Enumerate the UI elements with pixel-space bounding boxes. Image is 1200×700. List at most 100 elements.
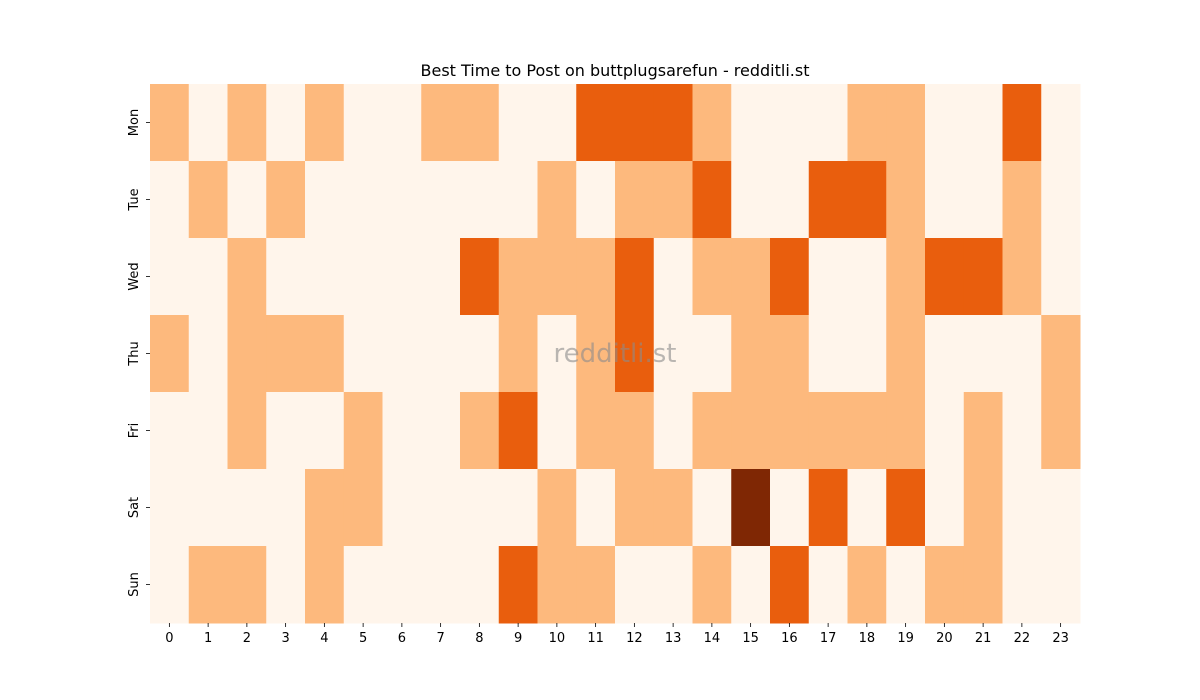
heatmap-cell <box>886 546 926 624</box>
heatmap-cell <box>653 546 693 624</box>
heatmap-cell <box>305 392 345 470</box>
heatmap-cell <box>770 315 810 393</box>
heatmap-cell <box>188 84 228 162</box>
heatmap-cell <box>925 315 965 393</box>
heatmap-cell <box>808 238 848 316</box>
x-tick-label: 6 <box>398 631 406 646</box>
heatmap-cell <box>421 84 461 162</box>
heatmap-cell <box>886 469 926 547</box>
heatmap-cell <box>498 315 538 393</box>
heatmap-cell <box>615 161 655 239</box>
heatmap-cell <box>615 84 655 162</box>
x-tick-label: 1 <box>204 631 212 646</box>
heatmap-cell <box>808 315 848 393</box>
heatmap-cell <box>925 469 965 547</box>
heatmap-cell <box>692 161 732 239</box>
heatmap-cell <box>188 238 228 316</box>
heatmap-cell <box>576 84 616 162</box>
heatmap-cell <box>847 392 887 470</box>
heatmap-cell <box>925 392 965 470</box>
heatmap-cell <box>1002 315 1042 393</box>
heatmap-cell <box>498 392 538 470</box>
heatmap-cell <box>305 84 345 162</box>
heatmap-cell <box>498 469 538 547</box>
heatmap-cell <box>460 315 500 393</box>
x-tick-label: 7 <box>436 631 444 646</box>
heatmap-cell <box>382 84 422 162</box>
heatmap-cell <box>343 546 383 624</box>
y-tick-label: Mon <box>127 109 142 136</box>
chart-title: Best Time to Post on buttplugsarefun - r… <box>421 61 810 80</box>
heatmap-cell <box>343 238 383 316</box>
heatmap-cell <box>343 315 383 393</box>
heatmap-cell <box>847 238 887 316</box>
heatmap-cell <box>808 84 848 162</box>
heatmap-cell <box>382 392 422 470</box>
heatmap-cell <box>1041 546 1081 624</box>
x-tick-label: 17 <box>820 631 837 646</box>
heatmap-cell <box>653 315 693 393</box>
heatmap-cell <box>576 469 616 547</box>
heatmap-cell <box>692 315 732 393</box>
heatmap-cell <box>498 546 538 624</box>
heatmap-cell <box>537 84 577 162</box>
heatmap-cell <box>615 469 655 547</box>
heatmap-cell <box>460 161 500 239</box>
heatmap-cell <box>1041 469 1081 547</box>
heatmap-cell <box>576 238 616 316</box>
heatmap-cell <box>963 469 1003 547</box>
heatmap-cell <box>188 469 228 547</box>
heatmap-cell <box>305 315 345 393</box>
heatmap-cell <box>1041 161 1081 239</box>
heatmap-cell <box>227 84 267 162</box>
heatmap-cell <box>576 161 616 239</box>
heatmap-cell <box>343 469 383 547</box>
watermark-text: redditli.st <box>554 339 677 369</box>
heatmap-cell <box>886 238 926 316</box>
heatmap-cell <box>1002 161 1042 239</box>
x-tick-label: 20 <box>936 631 953 646</box>
heatmap-cell <box>731 546 771 624</box>
heatmap-cell <box>770 469 810 547</box>
x-axis: 0 1 2 3 4 5 6 7 8 9 10 11 12 13 14 15 16 17 18 19 20 21 22 23 <box>165 623 1069 646</box>
heatmap-cell <box>1002 392 1042 470</box>
y-tick-label: Sat <box>127 497 142 518</box>
heatmap-cell <box>847 546 887 624</box>
heatmap-cell <box>498 238 538 316</box>
heatmap-cell <box>963 84 1003 162</box>
x-tick-label: 19 <box>897 631 914 646</box>
heatmap-cells <box>150 84 1081 624</box>
x-tick-label: 4 <box>320 631 328 646</box>
heatmap-cell <box>692 469 732 547</box>
heatmap-cell <box>731 238 771 316</box>
heatmap-cell <box>150 315 190 393</box>
heatmap-cell <box>615 546 655 624</box>
heatmap-cell <box>653 469 693 547</box>
heatmap-cell <box>1002 469 1042 547</box>
heatmap-cell <box>266 546 306 624</box>
heatmap-cell <box>847 84 887 162</box>
heatmap-cell <box>886 392 926 470</box>
heatmap-cell <box>150 161 190 239</box>
heatmap-cell <box>1041 315 1081 393</box>
heatmap-cell <box>886 315 926 393</box>
heatmap-cell <box>421 546 461 624</box>
heatmap-cell <box>615 315 655 393</box>
x-tick-label: 22 <box>1014 631 1031 646</box>
x-tick-label: 11 <box>587 631 604 646</box>
heatmap-cell <box>188 546 228 624</box>
x-tick-label: 16 <box>781 631 798 646</box>
heatmap-cell <box>150 238 190 316</box>
heatmap-cell <box>963 238 1003 316</box>
heatmap-cell <box>343 84 383 162</box>
heatmap-cell <box>1041 392 1081 470</box>
heatmap-cell <box>1002 84 1042 162</box>
heatmap-cell <box>1041 238 1081 316</box>
heatmap-cell <box>653 84 693 162</box>
heatmap-cell <box>1041 84 1081 162</box>
heatmap-cell <box>305 161 345 239</box>
heatmap-cell <box>266 84 306 162</box>
heatmap-cell <box>615 238 655 316</box>
heatmap-cell <box>653 392 693 470</box>
